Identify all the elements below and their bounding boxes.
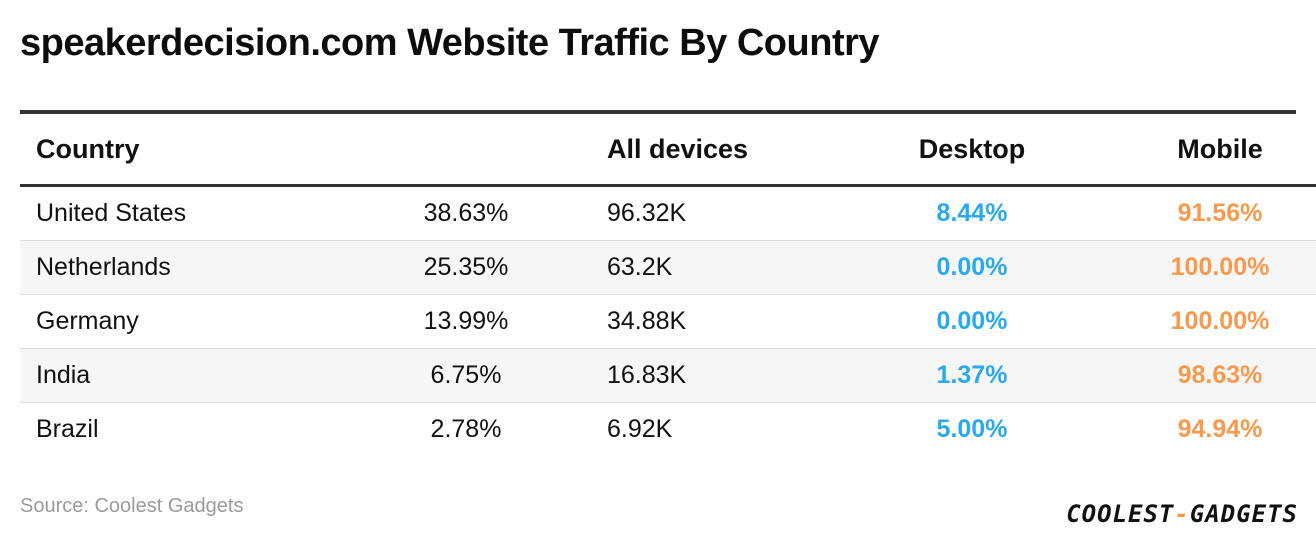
table-row: India 6.75% 16.83K 1.37% 98.63% [20, 348, 1316, 403]
header-desktop: Desktop [847, 114, 1097, 187]
cell-mobile: 98.63% [1097, 348, 1316, 403]
cell-mobile: 100.00% [1097, 240, 1316, 295]
cell-share: 38.63% [356, 185, 576, 241]
cell-country: Netherlands [20, 240, 356, 295]
cell-all-devices: 63.2K [576, 240, 847, 295]
table-row: Germany 13.99% 34.88K 0.00% 100.00% [20, 294, 1316, 349]
cell-all-devices: 96.32K [576, 185, 847, 241]
cell-desktop: 0.00% [847, 294, 1097, 349]
chart-title: speakerdecision.com Website Traffic By C… [20, 22, 880, 64]
cell-desktop: 8.44% [847, 185, 1097, 241]
cell-desktop: 0.00% [847, 240, 1097, 295]
header-share [356, 114, 576, 187]
cell-mobile: 100.00% [1097, 294, 1316, 349]
cell-desktop: 5.00% [936, 415, 1008, 443]
cell-country: Germany [20, 294, 356, 349]
cell-share: 6.75% [356, 348, 576, 403]
cell-share: 13.99% [356, 294, 576, 349]
source-note: Source: Coolest Gadgets [20, 495, 244, 517]
cell-all-devices: 34.88K [576, 294, 847, 349]
cell-mobile: 91.56% [1097, 185, 1316, 241]
cell-share: 25.35% [356, 240, 576, 295]
header-all-devices: All devices [576, 114, 847, 187]
header-mobile: Mobile [1097, 114, 1316, 187]
table-row: United States 38.63% 96.32K 8.44% 91.56% [20, 185, 1316, 241]
logo-part-1: COOLEST [1066, 500, 1175, 528]
table-row: Netherlands 25.35% 63.2K 0.00% 100.00% [20, 240, 1316, 295]
table-top-rule [20, 110, 1296, 114]
cell-mobile: 94.94% [1177, 415, 1263, 443]
cell-country: India [20, 348, 356, 403]
table-row: Brazil 2.78% 6.92K 5.00% 94.94% [20, 403, 1316, 457]
cell-share: 2.78% [430, 415, 502, 443]
cell-desktop: 1.37% [847, 348, 1097, 403]
cell-country: Brazil [36, 415, 99, 443]
cell-all-devices: 16.83K [576, 348, 847, 403]
cell-all-devices: 6.92K [607, 415, 673, 443]
coolest-gadgets-logo: COOLEST-GADGETS [1066, 500, 1298, 528]
header-row: Country All devices Desktop Mobile [20, 114, 1316, 187]
traffic-table: Country All devices Desktop Mobile Unite… [20, 110, 1316, 456]
header-country: Country [20, 114, 356, 187]
logo-dash: - [1174, 500, 1190, 528]
cell-country: United States [20, 185, 356, 241]
logo-part-2: GADGETS [1189, 500, 1298, 528]
